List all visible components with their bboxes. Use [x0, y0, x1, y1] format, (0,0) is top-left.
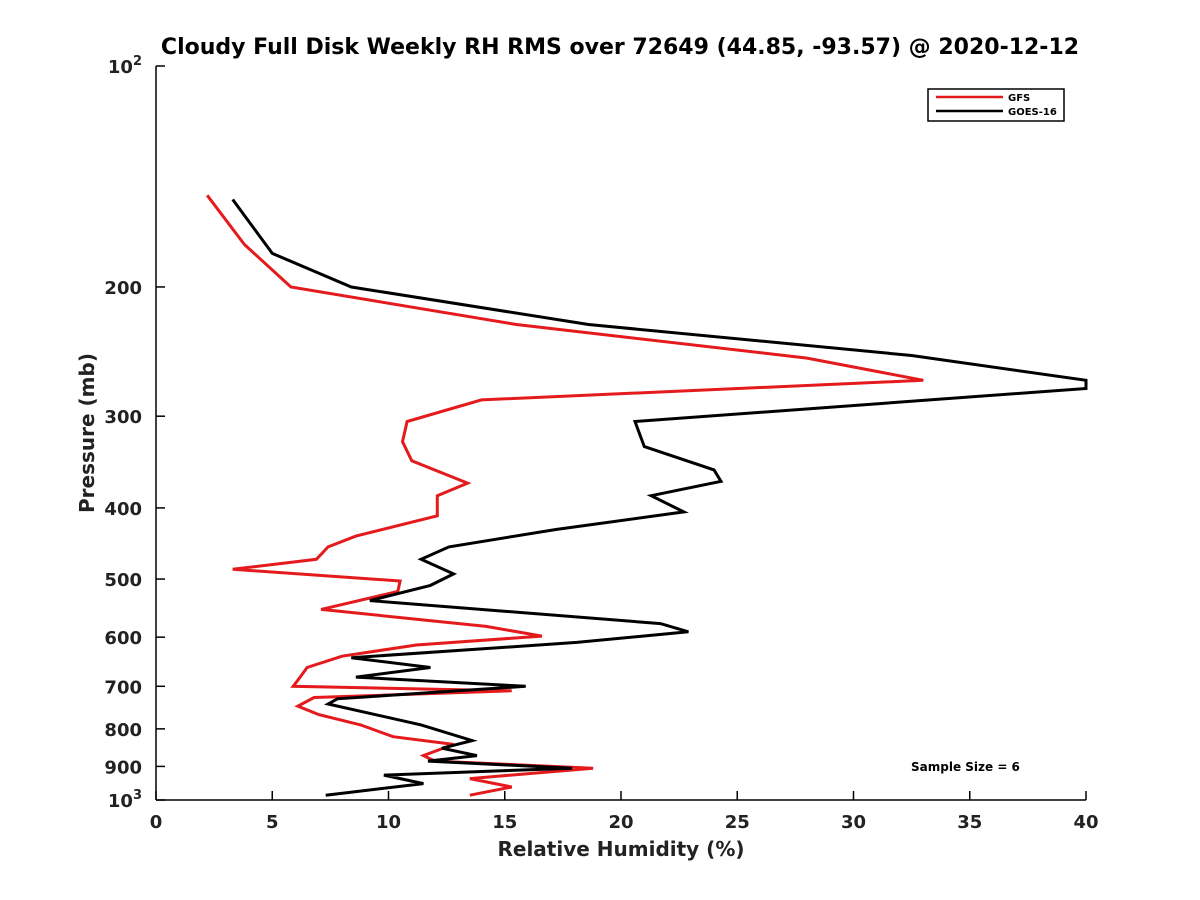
legend-label-goes16: GOES-16	[1008, 107, 1057, 118]
x-tick-label: 25	[725, 812, 750, 833]
x-tick-label: 20	[608, 812, 633, 833]
x-tick-label: 35	[957, 812, 982, 833]
legend-box	[927, 88, 1065, 122]
y-tick-label: 700	[104, 677, 142, 698]
y-tick-label: 600	[104, 628, 142, 649]
y-tick-label: 200	[104, 278, 142, 299]
y-tick-label: 900	[104, 757, 142, 778]
series-group	[206, 194, 1088, 797]
x-tick-label: 40	[1073, 812, 1098, 833]
y-tick-label: 103	[108, 788, 142, 812]
y-tick-label: 800	[104, 720, 142, 741]
x-tick-label: 30	[841, 812, 866, 833]
y-tick-label: 102	[108, 54, 142, 78]
y-tick-label: 300	[104, 407, 142, 428]
series-line-goes16	[231, 198, 1088, 797]
sample-size-annotation: Sample Size = 6	[911, 760, 1020, 774]
x-axis-label: Relative Humidity (%)	[497, 837, 744, 861]
y-tick-label: 400	[104, 499, 142, 520]
y-ticks: 102 200 300 400 500 600 700 800 900 103	[104, 54, 165, 812]
y-tick-label: 500	[104, 570, 142, 591]
legend-label-gfs: GFS	[1008, 93, 1030, 104]
x-tick-label: 10	[376, 812, 401, 833]
x-tick-label: 15	[492, 812, 517, 833]
x-tick-label: 0	[150, 812, 163, 833]
x-tick-label: 5	[266, 812, 279, 833]
legend: GFS GOES-16	[927, 88, 1065, 122]
x-ticks: 0 5 10 15 20 25 30 35 40	[150, 791, 1099, 833]
series-line-gfs	[206, 194, 924, 797]
y-axis-label: Pressure (mb)	[75, 353, 99, 513]
chart-title: Cloudy Full Disk Weekly RH RMS over 7264…	[161, 35, 1079, 60]
